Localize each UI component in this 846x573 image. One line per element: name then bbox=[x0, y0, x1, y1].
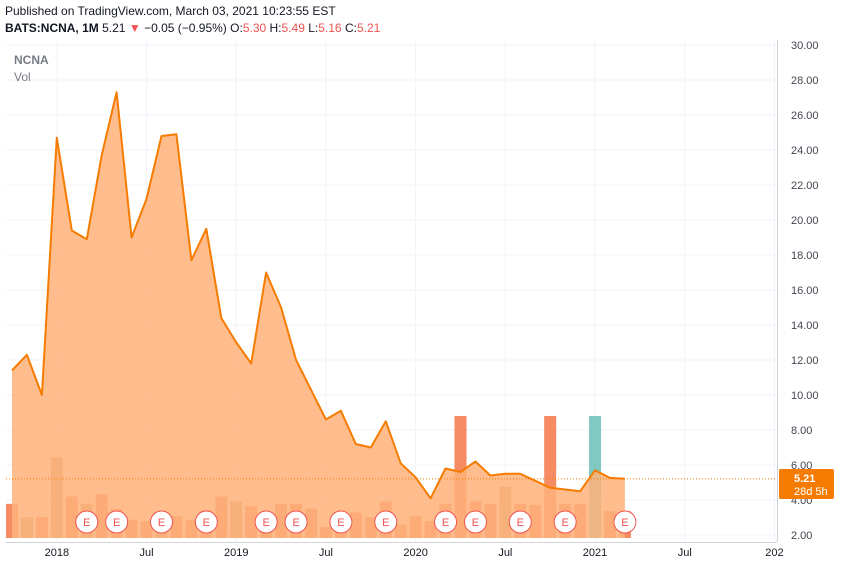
x-tick-label: Jul bbox=[140, 547, 154, 559]
y-tick-label: 20.00 bbox=[791, 215, 819, 227]
svg-text:E: E bbox=[517, 517, 524, 529]
svg-text:E: E bbox=[113, 517, 120, 529]
change-value: −0.05 (−0.95%) bbox=[144, 21, 227, 35]
legend-volume: Vol bbox=[14, 70, 31, 84]
y-tick-label: 16.00 bbox=[791, 285, 819, 297]
y-tick-label: 22.00 bbox=[791, 180, 819, 192]
price-tag-box bbox=[779, 469, 834, 499]
price-tag-countdown: 28d 5h bbox=[794, 486, 828, 498]
x-tick-label: 202 bbox=[765, 547, 783, 559]
close-value: 5.21 bbox=[356, 21, 381, 35]
y-tick-label: 18.00 bbox=[791, 250, 819, 262]
svg-text:E: E bbox=[262, 517, 269, 529]
svg-text:E: E bbox=[472, 517, 479, 529]
y-tick-label: 26.00 bbox=[791, 110, 819, 122]
svg-text:E: E bbox=[442, 517, 449, 529]
low-value: 5.16 bbox=[318, 21, 342, 35]
price-area-fill bbox=[12, 92, 625, 539]
published-caption: Published on TradingView.com, March 03, … bbox=[5, 4, 336, 18]
x-tick-label: 2021 bbox=[583, 547, 607, 559]
price-tag-value: 5.21 bbox=[794, 473, 815, 485]
x-tick-label: 2018 bbox=[45, 547, 69, 559]
close-label: C: bbox=[344, 21, 357, 35]
svg-text:E: E bbox=[561, 517, 568, 529]
high-value: 5.49 bbox=[281, 21, 305, 35]
price-line bbox=[11, 91, 625, 500]
symbol-label[interactable]: BATS:NCNA, 1M bbox=[5, 21, 99, 35]
price-axis: 30.00 28.00 26.00 24.00 22.00 20.00 18.00 16.00… bbox=[791, 40, 819, 542]
svg-text:E: E bbox=[158, 517, 165, 529]
y-tick-label: 24.00 bbox=[791, 145, 819, 157]
earnings-marker[interactable]: E bbox=[194, 510, 218, 534]
time-axis: 2018 Jul 2019 Jul 2020 Jul 2021 Jul 202 bbox=[45, 547, 784, 559]
earnings-marker[interactable]: E bbox=[105, 510, 129, 534]
open-label: O: bbox=[230, 21, 243, 35]
x-tick-label: Jul bbox=[678, 547, 692, 559]
y-tick-label: 10.00 bbox=[791, 390, 819, 402]
legend-symbol: NCNA bbox=[14, 53, 49, 67]
earnings-marker[interactable]: E bbox=[75, 510, 99, 534]
down-triangle-icon: ▼ bbox=[128, 21, 141, 35]
y-tick-label: 12.00 bbox=[791, 355, 819, 367]
earnings-marker[interactable]: E bbox=[150, 510, 173, 534]
y-tick-label: 28.00 bbox=[791, 75, 819, 87]
y-tick-label: 30.00 bbox=[791, 40, 819, 52]
y-tick-label: 14.00 bbox=[791, 320, 819, 332]
svg-text:E: E bbox=[203, 517, 210, 529]
y-tick-label: 8.00 bbox=[791, 425, 812, 437]
earnings-marker[interactable]: E bbox=[374, 510, 398, 534]
high-label: H: bbox=[269, 21, 282, 35]
earnings-marker[interactable]: E bbox=[508, 510, 532, 534]
earnings-marker[interactable]: E bbox=[613, 510, 637, 534]
symbol-info-bar: BATS:NCNA, 1M 5.21 ▼ −0.05 (−0.95%) O:5.… bbox=[5, 21, 380, 35]
earnings-marker[interactable]: E bbox=[463, 510, 487, 534]
svg-text:E: E bbox=[292, 517, 299, 529]
earnings-marker[interactable]: E bbox=[254, 510, 278, 534]
x-tick-label: 2019 bbox=[224, 547, 248, 559]
open-value: 5.30 bbox=[242, 21, 267, 35]
svg-text:E: E bbox=[621, 517, 628, 529]
svg-text:E: E bbox=[337, 517, 344, 529]
svg-text:E: E bbox=[83, 517, 90, 529]
price-tag: 5.21 28d 5h bbox=[779, 469, 834, 499]
earnings-marker[interactable]: E bbox=[329, 510, 353, 534]
earnings-marker[interactable]: E bbox=[284, 510, 308, 534]
x-tick-label: Jul bbox=[319, 547, 333, 559]
last-price: 5.21 bbox=[102, 21, 126, 35]
x-tick-label: 2020 bbox=[403, 547, 427, 559]
low-label: L: bbox=[308, 21, 319, 35]
earnings-marker[interactable]: E bbox=[434, 510, 458, 534]
svg-text:E: E bbox=[382, 517, 389, 529]
earnings-marker[interactable]: E bbox=[553, 510, 577, 534]
y-tick-label: 2.00 bbox=[791, 530, 812, 542]
x-tick-label: Jul bbox=[498, 547, 512, 559]
